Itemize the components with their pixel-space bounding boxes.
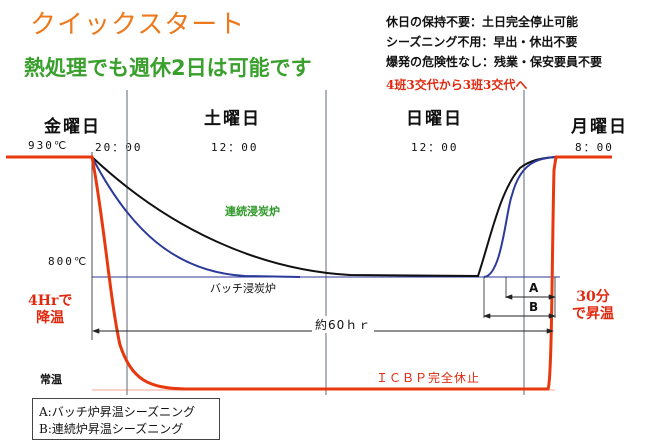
label-a: A — [529, 281, 539, 295]
curve-batch-furnace — [91, 156, 561, 278]
time-start-temp: 930℃ — [28, 139, 69, 152]
note-no-seasoning: シーズニング不用：早出・休出不要 — [386, 35, 578, 49]
page-title: クイックスタート — [30, 10, 246, 40]
note-no-explosion-risk: 爆発の危険性なし：残業・保安要員不要 — [386, 55, 603, 69]
day-monday: 月曜日 — [571, 117, 628, 137]
note-shift-change: 4班3交代から3班3交代へ — [386, 78, 528, 92]
label-b: B — [529, 300, 539, 314]
label-heat-up: 30分 で昇温 — [572, 289, 614, 323]
label-cool-down-line1: 4Hrで — [28, 293, 73, 309]
label-continuous-furnace: 連続浸炭炉 — [225, 205, 280, 218]
page-subtitle: 熱処理でも週休2日は可能です — [24, 56, 312, 80]
time-monday-0800: 8：00 — [575, 141, 614, 154]
legend-item-a: A:バッチ炉昇温シーズニング — [39, 405, 196, 419]
legend-item-b: B:連続炉昇温シーズニング — [39, 422, 184, 436]
day-friday: 金曜日 — [44, 117, 101, 137]
label-room-temp: 常温 — [40, 373, 62, 386]
legend-box: A:バッチ炉昇温シーズニング B:連続炉昇温シーズニング — [32, 398, 220, 440]
curve-icbp — [6, 155, 612, 391]
day-sunday: 日曜日 — [406, 109, 463, 129]
label-batch-furnace: バッチ浸炭炉 — [208, 280, 278, 296]
label-heat-up-line2: で昇温 — [572, 306, 614, 322]
curve-continuous-furnace — [91, 156, 561, 278]
label-heat-up-line1: 30分 — [576, 289, 610, 305]
label-icbp-shutdown: ＩＣＢＰ完全休止 — [376, 371, 481, 385]
note-no-holiday-holding: 休日の保持不要：土日完全停止可能 — [386, 15, 579, 29]
day-saturday: 土曜日 — [204, 109, 261, 129]
label-cool-down: 4Hrで 降温 — [28, 293, 72, 327]
label-cool-down-line2: 降温 — [36, 310, 65, 326]
label-duration: 約60ｈｒ — [312, 316, 375, 333]
time-saturday-1200: 12：00 — [211, 141, 259, 154]
time-friday-2000: 20：00 — [95, 141, 143, 154]
label-800c: 800℃ — [48, 255, 89, 268]
time-sunday-1200: 12：00 — [411, 141, 459, 154]
